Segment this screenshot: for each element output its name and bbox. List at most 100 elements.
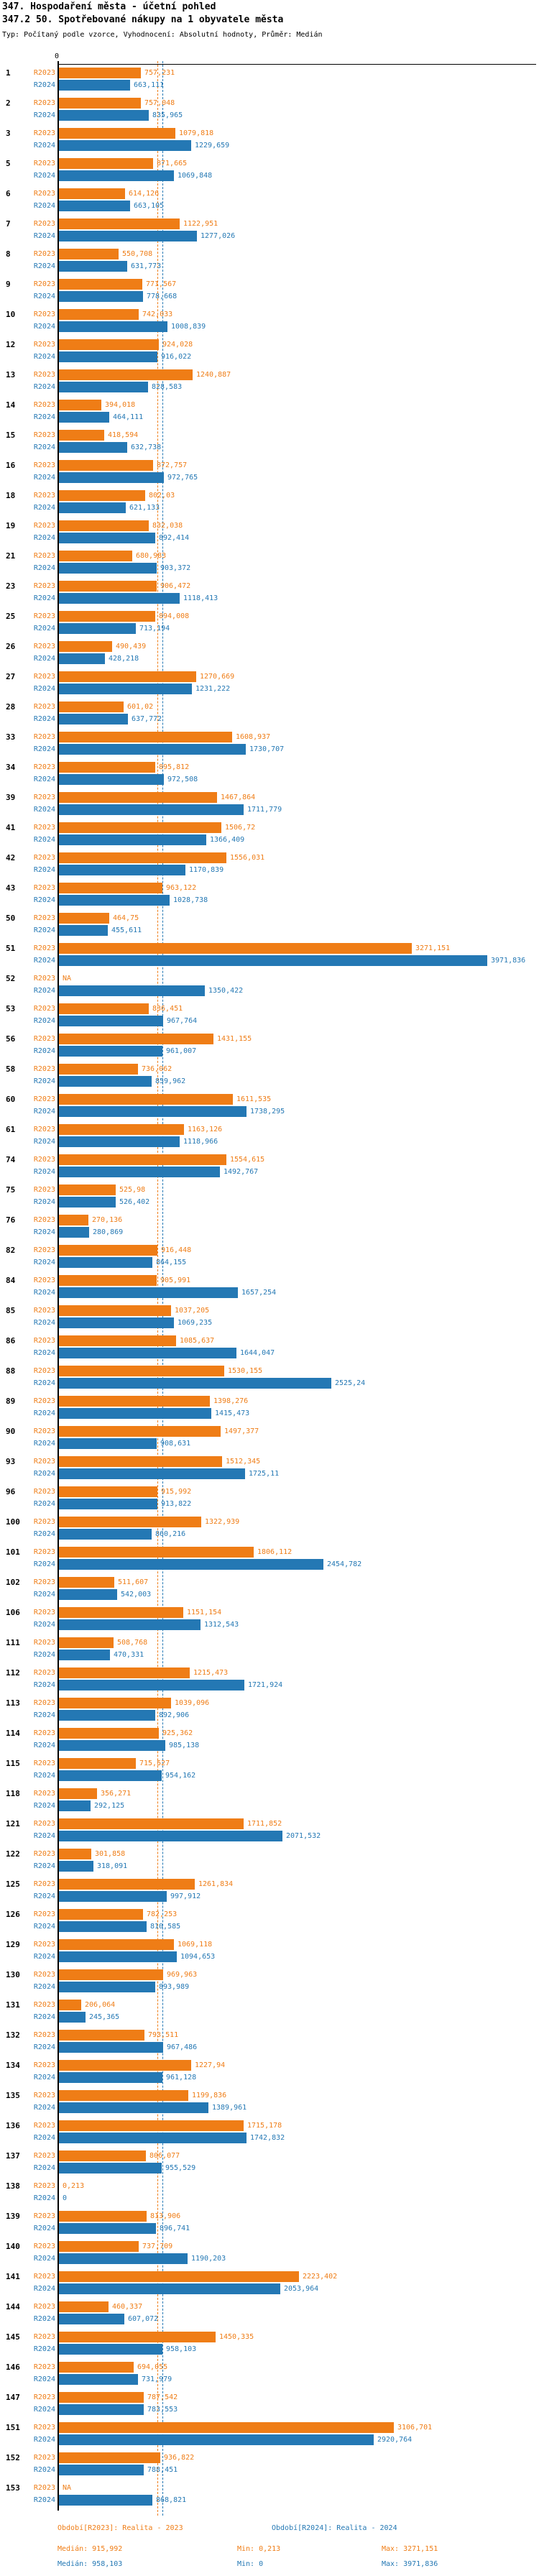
value-label-r2024-row-90: 908,631 xyxy=(160,1440,191,1448)
series-label-r2024: R2024 xyxy=(33,2225,55,2232)
bar-line-r2023-row-26: R2023 490,439 xyxy=(0,641,539,652)
bar-line-r2024-row-26: R2024 428,218 xyxy=(0,653,539,664)
value-label-r2024-row-10: 1008,839 xyxy=(171,323,206,331)
series-label-r2024: R2024 xyxy=(33,2285,55,2293)
bar-r2024-row-88 xyxy=(59,1378,331,1389)
series-label-r2024: R2024 xyxy=(33,1168,55,1176)
series-label-r2024: R2024 xyxy=(33,504,55,512)
value-label-r2023-row-152: 936,822 xyxy=(164,2454,195,2462)
series-label-r2023: R2023 xyxy=(33,310,55,318)
bar-line-r2024-row-1: R2024 663,111 xyxy=(0,80,539,91)
bar-line-r2024-row-121: R2024 2071,532 xyxy=(0,1831,539,1841)
value-label-r2024-row-125: 997,912 xyxy=(170,1892,201,1900)
series-label-r2023: R2023 xyxy=(33,129,55,137)
bar-r2023-row-14 xyxy=(59,400,101,410)
chart-row-132: 132 R2023 793,511 R2024 967,486 xyxy=(0,2030,539,2060)
row-number: 3 xyxy=(6,129,11,138)
bar-r2024-row-10 xyxy=(59,321,167,332)
bar-r2024-row-113 xyxy=(59,1710,155,1721)
series-label-r2024: R2024 xyxy=(33,2315,55,2323)
chart-row-139: 139 R2023 813,906 R2024 896,741 xyxy=(0,2211,539,2241)
chart-row-82: 82 R2023 916,448 R2024 864,155 xyxy=(0,1245,539,1275)
value-label-r2024-row-75: 526,402 xyxy=(119,1198,150,1206)
bar-r2024-row-25 xyxy=(59,623,136,634)
series-label-r2023: R2023 xyxy=(33,884,55,892)
bar-line-r2023-row-56: R2023 1431,155 xyxy=(0,1034,539,1044)
bar-line-r2023-row-43: R2023 963,122 xyxy=(0,883,539,893)
value-label-r2024-row-26: 428,218 xyxy=(109,655,139,663)
value-label-r2023-row-145: 1450,335 xyxy=(219,2333,254,2341)
series-label-r2023: R2023 xyxy=(33,1941,55,1949)
bar-line-r2024-row-96: R2024 913,822 xyxy=(0,1499,539,1509)
series-label-r2024: R2024 xyxy=(33,353,55,361)
series-label-r2024: R2024 xyxy=(33,383,55,391)
bar-line-r2024-row-10: R2024 1008,839 xyxy=(0,321,539,332)
bar-line-r2024-row-84: R2024 1657,254 xyxy=(0,1287,539,1298)
series-label-r2024: R2024 xyxy=(33,1953,55,1961)
row-number: 13 xyxy=(6,370,16,380)
series-label-r2024: R2024 xyxy=(33,866,55,874)
x-axis-line xyxy=(57,64,536,65)
bar-r2024-row-139 xyxy=(59,2223,156,2234)
bar-line-r2024-row-118: R2024 292,125 xyxy=(0,1800,539,1811)
chart-row-84: 84 R2023 905,991 R2024 1657,254 xyxy=(0,1275,539,1305)
series-label-r2024: R2024 xyxy=(33,232,55,240)
bar-r2023-row-25 xyxy=(59,611,155,622)
bar-line-r2024-row-86: R2024 1644,047 xyxy=(0,1348,539,1358)
value-label-r2023-row-15: 418,594 xyxy=(108,431,139,439)
bar-line-r2023-row-75: R2023 525,98 xyxy=(0,1184,539,1195)
chart-row-153: 153 R2023 NA R2024 868,821 xyxy=(0,2483,539,2513)
bar-line-r2024-row-140: R2024 1190,203 xyxy=(0,2253,539,2264)
series-label-r2024: R2024 xyxy=(33,2194,55,2202)
row-number: 21 xyxy=(6,551,16,561)
bar-r2024-row-112 xyxy=(59,1680,244,1690)
bar-line-r2023-row-131: R2023 206,064 xyxy=(0,2000,539,2010)
bar-r2023-row-34 xyxy=(59,762,155,773)
bar-line-r2024-row-21: R2024 903,372 xyxy=(0,563,539,574)
bar-line-r2023-row-130: R2023 969,963 xyxy=(0,1969,539,1980)
bar-r2024-row-23 xyxy=(59,593,180,604)
bar-r2023-row-102 xyxy=(59,1577,114,1588)
bar-line-r2024-row-135: R2024 1389,961 xyxy=(0,2102,539,2113)
bar-line-r2024-row-101: R2024 2454,782 xyxy=(0,1559,539,1570)
series-label-r2023: R2023 xyxy=(33,1307,55,1315)
bar-r2023-row-10 xyxy=(59,309,139,320)
bar-line-r2024-row-13: R2024 828,583 xyxy=(0,382,539,392)
series-label-r2024: R2024 xyxy=(33,474,55,482)
chart-row-118: 118 R2023 356,271 R2024 292,125 xyxy=(0,1788,539,1818)
bar-line-r2024-row-19: R2024 892,414 xyxy=(0,533,539,543)
bar-line-r2023-row-129: R2023 1069,118 xyxy=(0,1939,539,1950)
chart-row-113: 113 R2023 1039,096 R2024 892,906 xyxy=(0,1698,539,1728)
chart-row-15: 15 R2023 418,594 R2024 632,738 xyxy=(0,430,539,460)
series-label-r2024: R2024 xyxy=(33,896,55,904)
series-label-r2023: R2023 xyxy=(33,522,55,530)
footer-median-r2023: Medián: 915,992 xyxy=(57,2545,123,2553)
bar-line-r2024-row-28: R2024 637,772 xyxy=(0,714,539,724)
bar-r2024-row-8 xyxy=(59,261,127,272)
bar-line-r2024-row-153: R2024 868,821 xyxy=(0,2495,539,2506)
bar-r2024-row-39 xyxy=(59,804,244,815)
chart-row-61: 61 R2023 1163,126 R2024 1118,966 xyxy=(0,1124,539,1154)
series-label-r2024: R2024 xyxy=(33,1530,55,1538)
chart-row-10: 10 R2023 742,033 R2024 1008,839 xyxy=(0,309,539,339)
bar-line-r2023-row-86: R2023 1085,637 xyxy=(0,1335,539,1346)
chart-row-19: 19 R2023 832,038 R2024 892,414 xyxy=(0,520,539,551)
bar-line-r2023-row-85: R2023 1037,205 xyxy=(0,1305,539,1316)
chart-row-90: 90 R2023 1497,377 R2024 908,631 xyxy=(0,1426,539,1456)
series-label-r2023: R2023 xyxy=(33,371,55,379)
bar-r2023-row-28 xyxy=(59,702,124,712)
series-label-r2024: R2024 xyxy=(33,1802,55,1810)
chart-row-151: 151 R2023 3106,701 R2024 2920,764 xyxy=(0,2422,539,2452)
bar-r2024-row-151 xyxy=(59,2434,374,2445)
value-label-r2023-row-130: 969,963 xyxy=(167,1971,198,1979)
series-label-r2023: R2023 xyxy=(33,1065,55,1073)
bar-r2023-row-121 xyxy=(59,1818,244,1829)
chart-row-141: 141 R2023 2223,402 R2024 2053,964 xyxy=(0,2271,539,2301)
bar-line-r2024-row-126: R2024 810,585 xyxy=(0,1921,539,1932)
bar-line-r2023-row-137: R2023 806,077 xyxy=(0,2150,539,2161)
bar-line-r2023-row-140: R2023 737,709 xyxy=(0,2241,539,2252)
series-label-r2024: R2024 xyxy=(33,1108,55,1116)
value-label-r2024-row-3: 1229,659 xyxy=(195,142,230,150)
series-label-r2023: R2023 xyxy=(33,99,55,107)
bar-r2024-row-43 xyxy=(59,895,170,906)
